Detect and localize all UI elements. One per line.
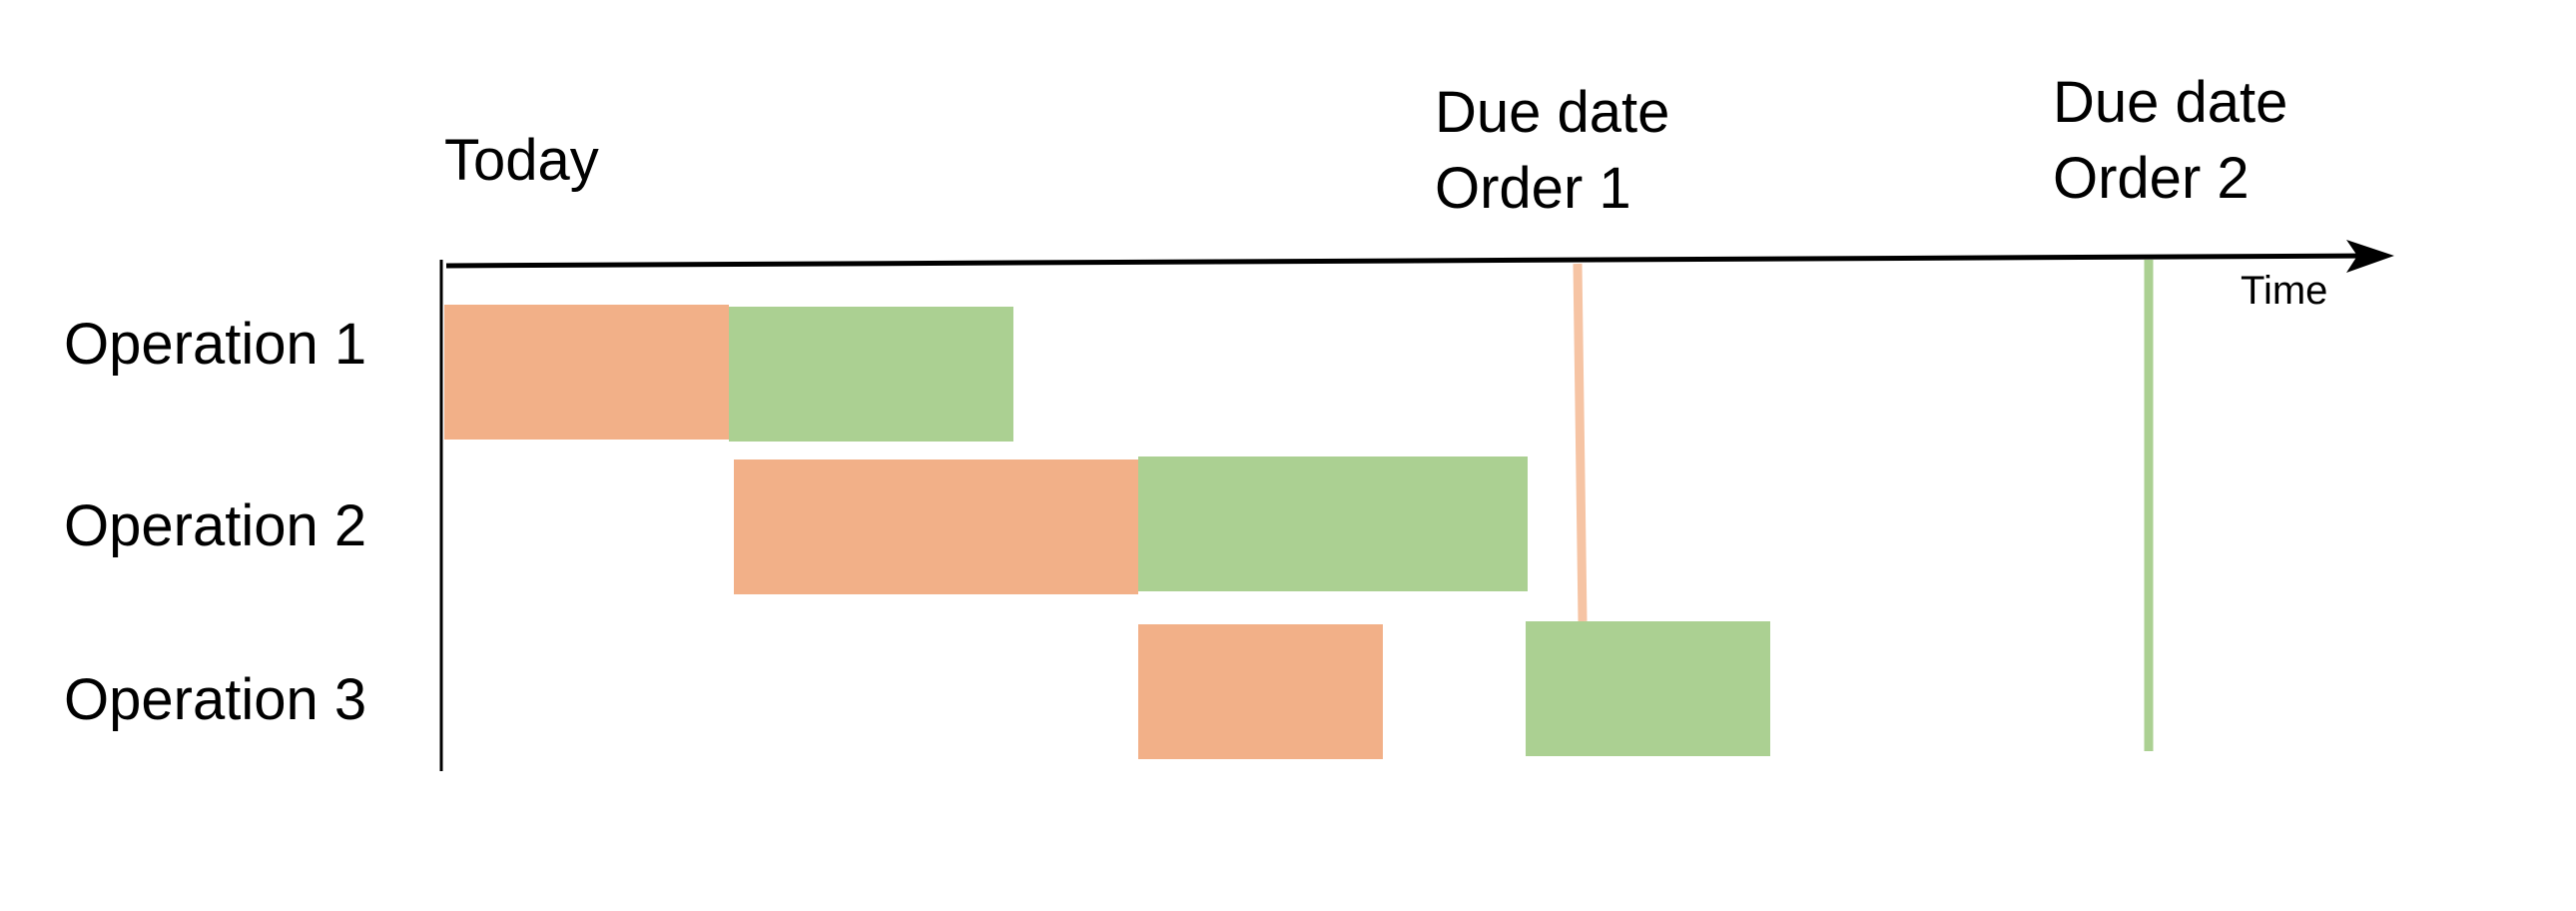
- op3-order2-block: [1526, 621, 1770, 756]
- today-label: Today: [444, 128, 599, 193]
- op1-order2-block: [729, 307, 1013, 442]
- time-axis-arrowhead: [2346, 240, 2394, 273]
- time-axis-line: [445, 253, 2375, 269]
- due-date-order2-line1: Due date: [2053, 70, 2287, 135]
- op2-order2-block: [1138, 456, 1528, 591]
- due-date-order1-line2: Order 1: [1435, 156, 1631, 221]
- due-date-order2-label: Due date Order 2: [2053, 70, 2304, 211]
- operation-2-label: Operation 2: [64, 493, 366, 558]
- due-date-order2-line2: Order 2: [2053, 146, 2250, 211]
- op3-order1-block: [1138, 624, 1383, 759]
- due-date-order1-line1: Due date: [1435, 80, 1669, 145]
- op2-order1-block: [734, 459, 1138, 594]
- due-date-order1-line: [1573, 263, 1588, 622]
- op1-order1-block: [444, 305, 729, 440]
- due-date-order1-label: Due date Order 1: [1435, 80, 1686, 221]
- operation-1-label: Operation 1: [64, 312, 366, 377]
- time-axis-label: Time: [2241, 269, 2327, 313]
- operation-3-label: Operation 3: [64, 667, 366, 732]
